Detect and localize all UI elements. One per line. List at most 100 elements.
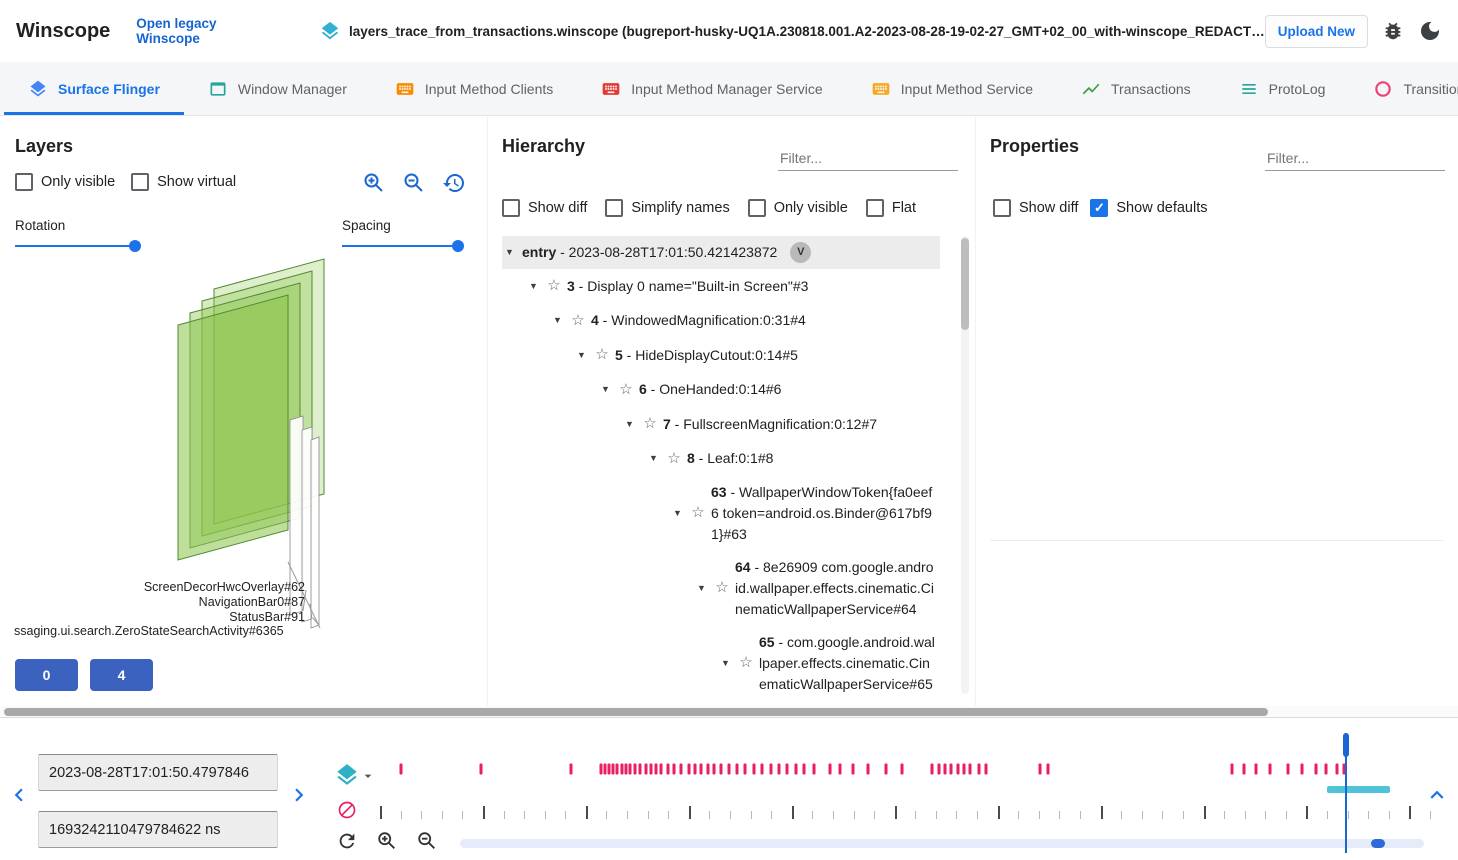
trace-event-marker[interactable] (687, 763, 691, 775)
hierarchy-checkbox-flat[interactable]: Flat (865, 199, 916, 217)
trace-event-marker[interactable] (1300, 763, 1304, 775)
star-icon[interactable]: ☆ (667, 449, 681, 467)
trace-event-marker[interactable] (802, 763, 806, 775)
trace-event-marker[interactable] (706, 763, 710, 775)
tree-node-8[interactable]: ▼ ☆ 8 - Leaf:0:1#8 (646, 442, 940, 477)
tree-node-4[interactable]: ▼ ☆ 4 - WindowedMagnification:0:31#4 (550, 304, 940, 339)
zoom-selection-range[interactable] (1327, 786, 1391, 793)
checkbox[interactable] (15, 173, 33, 191)
hierarchy-checkbox-only-visible[interactable]: Only visible (747, 199, 848, 217)
trace-event-marker[interactable] (956, 763, 959, 775)
trace-event-marker[interactable] (719, 763, 723, 775)
dark-mode-icon[interactable] (1418, 19, 1442, 43)
hierarchy-scrollbar[interactable] (961, 236, 969, 694)
layers-checkbox-only-visible[interactable]: Only visible (15, 173, 115, 191)
tab-input-method-clients[interactable]: Input Method Clients (371, 62, 577, 115)
star-icon[interactable]: ☆ (715, 579, 729, 597)
spacing-slider[interactable] (342, 239, 465, 253)
checkbox[interactable] (605, 199, 624, 217)
trace-event-marker[interactable] (615, 763, 619, 775)
horizontal-scrollbar-thumb[interactable] (4, 708, 1268, 716)
trace-event-marker[interactable] (693, 763, 697, 775)
properties-checkbox-show-defaults[interactable]: ✓ Show defaults (1090, 199, 1207, 217)
trace-event-marker[interactable] (1342, 763, 1346, 775)
hierarchy-filter-input[interactable] (778, 146, 958, 171)
tree-node-63[interactable]: ▼ ☆ 63 - WallpaperWindowToken{fa0eef6 toke… (670, 476, 940, 551)
trace-event-marker[interactable] (607, 763, 611, 775)
layers-3d-view[interactable] (0, 250, 487, 650)
trace-event-marker[interactable] (599, 763, 602, 775)
expand-chevron-icon[interactable]: ▼ (601, 384, 610, 394)
trace-event-marker[interactable] (968, 763, 972, 775)
timeline-cursor-handle[interactable] (1342, 733, 1349, 757)
trace-event-marker[interactable] (666, 763, 670, 775)
surfaceflinger-event-row[interactable] (380, 754, 1430, 784)
trace-event-marker[interactable] (984, 763, 988, 775)
transactions-trace-icon[interactable] (337, 800, 357, 820)
trace-event-marker[interactable] (930, 763, 934, 775)
trace-event-marker[interactable] (760, 763, 764, 775)
expand-chevron-icon[interactable]: ▼ (505, 246, 514, 257)
trace-event-marker[interactable] (1314, 763, 1318, 775)
hierarchy-checkbox-show-diff[interactable]: Show diff (502, 199, 587, 217)
tree-node-64[interactable]: ▼ ☆ 64 - 8e26909 com.google.android.wallpa… (694, 551, 940, 626)
slider-thumb[interactable] (129, 240, 141, 252)
trace-event-marker[interactable] (1254, 763, 1258, 775)
checkbox[interactable] (865, 199, 884, 217)
properties-filter-input[interactable] (1265, 146, 1445, 171)
hierarchy-checkbox-simplify-names[interactable]: Simplify names (605, 199, 730, 217)
current-time-ns-field[interactable] (38, 811, 278, 848)
expand-chevron-icon[interactable]: ▼ (553, 315, 562, 325)
chevron-down-icon[interactable] (360, 768, 376, 784)
star-icon[interactable]: ☆ (595, 346, 609, 363)
next-entry-button[interactable] (286, 782, 312, 808)
current-time-field[interactable] (38, 754, 278, 791)
upload-new-button[interactable]: Upload New (1264, 14, 1368, 48)
trace-event-marker[interactable] (828, 763, 832, 775)
tab-window-manager[interactable]: Window Manager (184, 62, 371, 115)
trace-event-marker[interactable] (649, 763, 653, 775)
trace-event-marker[interactable] (479, 763, 483, 775)
expand-chevron-icon[interactable]: ▼ (529, 280, 538, 291)
star-icon[interactable]: ☆ (619, 380, 633, 398)
trace-event-marker[interactable] (962, 763, 966, 775)
expand-chevron-icon[interactable]: ▼ (625, 418, 634, 429)
trace-event-marker[interactable] (654, 763, 658, 775)
trace-event-marker[interactable] (1268, 763, 1272, 775)
checkbox[interactable]: ✓ (1090, 199, 1109, 217)
expand-chevron-icon[interactable]: ▼ (649, 453, 658, 463)
trace-event-marker[interactable] (794, 763, 798, 775)
prev-entry-button[interactable] (6, 782, 32, 808)
tab-input-method-manager-service[interactable]: Input Method Manager Service (577, 62, 846, 115)
tree-node-65[interactable]: ▼ ☆ 65 - com.google.android.wallpaper.effe… (718, 626, 940, 701)
timeline-zoom-slider[interactable] (460, 839, 1424, 848)
trace-event-marker[interactable] (644, 763, 648, 775)
trace-event-marker[interactable] (569, 763, 573, 775)
star-icon[interactable]: ☆ (571, 311, 585, 329)
trace-event-marker[interactable] (611, 763, 615, 775)
surfaceflinger-trace-icon[interactable] (334, 762, 360, 788)
star-icon[interactable]: ☆ (547, 277, 561, 294)
trace-event-marker[interactable] (633, 763, 637, 775)
tab-transitions[interactable]: Transitions (1349, 62, 1458, 115)
checkbox[interactable] (747, 199, 766, 217)
timeline-zoom-in-icon[interactable] (376, 830, 398, 852)
reset-view-icon[interactable] (442, 171, 466, 195)
timeline-zoom-slider-thumb[interactable] (1370, 839, 1385, 848)
display-button-0[interactable]: 0 (15, 659, 78, 691)
display-button-4[interactable]: 4 (90, 659, 153, 691)
trace-event-marker[interactable] (1286, 763, 1290, 775)
tree-node-5[interactable]: ▼ ☆ 5 - HideDisplayCutout:0:14#5 (574, 338, 940, 373)
timeline-zoom-out-icon[interactable] (416, 830, 438, 852)
checkbox[interactable] (993, 199, 1011, 217)
star-icon[interactable]: ☆ (739, 654, 753, 672)
tab-input-method-service[interactable]: Input Method Service (847, 62, 1057, 115)
open-legacy-link[interactable]: Open legacy Winscope (136, 16, 217, 46)
properties-checkbox-show-diff[interactable]: Show diff (993, 199, 1078, 217)
tab-transactions[interactable]: Transactions (1057, 62, 1215, 115)
trace-event-marker[interactable] (838, 763, 842, 775)
timeline-canvas[interactable] (380, 733, 1431, 853)
trace-event-marker[interactable] (752, 763, 756, 775)
expand-timeline-button[interactable] (1424, 782, 1450, 808)
trace-event-marker[interactable] (1335, 763, 1339, 775)
